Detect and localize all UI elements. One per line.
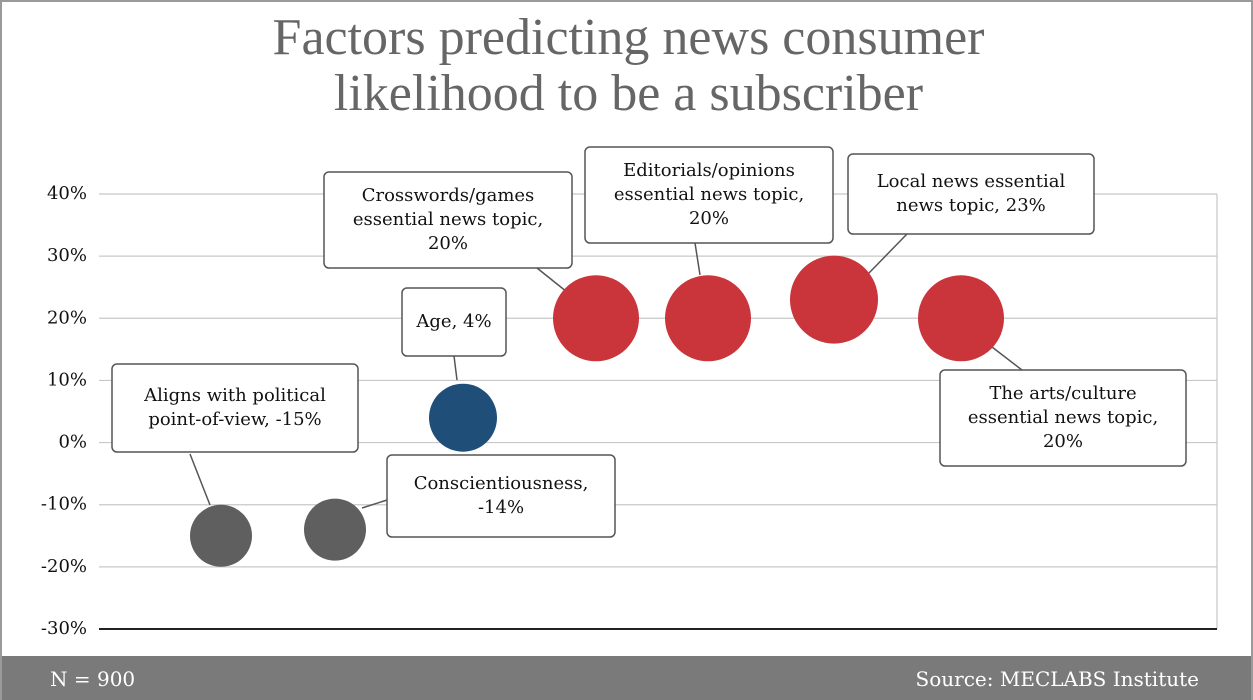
callout: Crosswords/games essential news topic, 2… (352, 185, 544, 254)
bubble (553, 275, 639, 362)
bubble (665, 275, 751, 362)
y-tick-label: 20% (47, 307, 87, 328)
leader-line (361, 499, 388, 509)
bubble (429, 383, 497, 452)
callout: Local news essential news topic, 23% (876, 171, 1066, 216)
leader-line (867, 233, 908, 275)
callout: Editorials/opinions essential news topic… (613, 160, 805, 229)
callout-box (847, 153, 1095, 235)
y-tick-label: 40% (47, 183, 87, 204)
callout: Aligns with political point-of-view, -15… (144, 385, 326, 430)
callout: Age, 4% (416, 311, 492, 332)
callout: Conscientiousness, -14% (413, 473, 589, 518)
data-label: Aligns with political point-of-view, -15… (144, 385, 326, 430)
leader-line (991, 346, 1023, 371)
callout-box (401, 287, 507, 357)
callout-box (111, 363, 359, 453)
y-tick-label: -30% (41, 618, 87, 639)
chart: -30% -20% -10% 0% 10% 20% 30% 40% Aligns with po… (41, 146, 1218, 639)
y-tick-label: 10% (47, 369, 87, 390)
data-label: Crosswords/games essential news topic, 2… (352, 185, 544, 254)
leader-line (453, 355, 458, 381)
leader-line (536, 267, 568, 293)
chart-title: Factors predicting news consumer likelih… (272, 9, 985, 122)
data-label: Age, 4% (416, 311, 492, 332)
data-label: Local news essential news topic, 23% (876, 171, 1066, 216)
callout-box (323, 171, 573, 269)
data-label: Conscientiousness, -14% (413, 473, 589, 518)
leader-line (694, 242, 701, 276)
callout: The arts/culture essential news topic, 2… (967, 383, 1159, 452)
footer-note: N = 900 (50, 667, 136, 691)
y-tick-label: 30% (47, 245, 87, 266)
data-label: The arts/culture essential news topic, 2… (967, 383, 1159, 452)
bubble (918, 275, 1004, 362)
callout-box (584, 146, 834, 244)
leader-line (189, 453, 211, 506)
callout-box (939, 369, 1187, 467)
bubble (304, 498, 366, 561)
bubble (790, 255, 878, 344)
footer-source: Source: MECLABS Institute (915, 667, 1199, 691)
callout-box (386, 454, 616, 538)
footer: N = 900 Source: MECLABS Institute (2, 656, 1251, 700)
y-tick-label: -20% (41, 556, 87, 577)
y-tick-label: 0% (58, 432, 87, 453)
y-tick-label: -10% (41, 494, 87, 515)
data-label: Editorials/opinions essential news topic… (613, 160, 805, 229)
bubble (190, 504, 252, 567)
